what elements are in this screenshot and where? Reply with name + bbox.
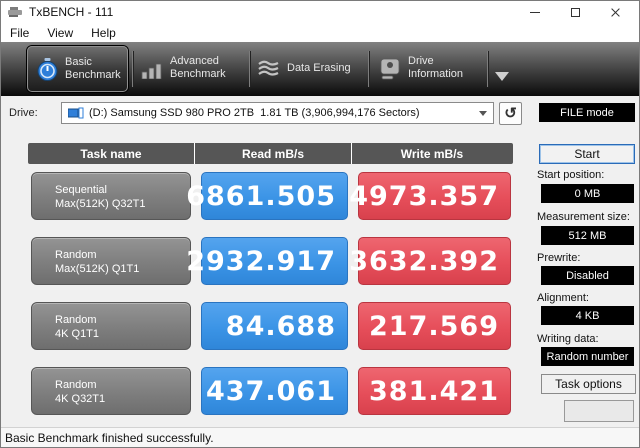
menu-view[interactable]: View [47, 25, 74, 40]
status-message: Basic Benchmark finished successfully. [5, 430, 214, 445]
task-button-sequential-q32t1[interactable]: Sequential Max(512K) Q32T1 [31, 172, 191, 220]
drive-selected-value: (D:) Samsung SSD 980 PRO 2TB 1.81 TB (3,… [89, 107, 420, 119]
table-header: Task name Read mB/s Write mB/s [28, 143, 513, 164]
prewrite-label: Prewrite: [537, 252, 581, 264]
close-icon [610, 7, 621, 18]
drive-icon [380, 58, 400, 80]
task-label-line2: Max(512K) Q1T1 [55, 263, 140, 275]
tab-basic-benchmark[interactable]: Basic Benchmark [27, 46, 128, 92]
file-mode-badge: FILE mode [539, 103, 635, 122]
tab-separator [132, 51, 133, 87]
task-label-line1: Random [55, 379, 97, 391]
tab-label-line2: Benchmark [65, 69, 121, 81]
alignment-label: Alignment: [537, 292, 589, 304]
header-write: Write mB/s [351, 143, 512, 164]
tab-label-line2: Information [408, 68, 464, 80]
tab-data-erasing[interactable]: Data Erasing [257, 46, 362, 92]
task-button-random-4k-q1t1[interactable]: Random 4K Q1T1 [31, 302, 191, 350]
tab-separator [368, 51, 369, 87]
maximize-button[interactable] [555, 1, 595, 23]
tab-label-line1: Basic [65, 56, 92, 68]
eraser-waves-icon [258, 60, 279, 76]
write-result: 4973.357 [349, 172, 511, 220]
status-bar: Basic Benchmark finished successfully. [1, 427, 639, 447]
start-button[interactable]: Start [539, 144, 635, 164]
window-title: TxBENCH - 111 [29, 5, 114, 19]
app-icon [8, 7, 22, 17]
measurement-size-label: Measurement size: [537, 211, 630, 223]
disk-drive-icon [68, 107, 84, 119]
minimize-button[interactable] [515, 1, 555, 23]
toolbar-tabbar: Basic Benchmark Advanced Benchmark [1, 42, 639, 96]
tab-label-line1: Data Erasing [287, 62, 351, 74]
read-result: 2932.917 [186, 237, 348, 285]
task-label-line1: Random [55, 249, 97, 261]
maximize-icon [570, 7, 580, 17]
more-tabs-caret-icon[interactable] [495, 72, 509, 81]
tab-label-line2: Benchmark [170, 68, 226, 80]
menu-help[interactable]: Help [91, 25, 116, 40]
task-label-line1: Random [55, 314, 97, 326]
alignment-value[interactable]: 4 KB [541, 306, 634, 325]
header-read: Read mB/s [194, 143, 351, 164]
write-result: 3632.392 [349, 237, 511, 285]
menu-bar: File View Help [1, 23, 639, 42]
prewrite-value[interactable]: Disabled [541, 266, 634, 285]
stopwatch-icon [37, 58, 58, 81]
task-options-button[interactable]: Task options [541, 374, 636, 394]
task-button-random-4k-q32t1[interactable]: Random 4K Q32T1 [31, 367, 191, 415]
minimize-icon [530, 11, 540, 13]
refresh-icon [504, 104, 517, 123]
tab-separator [487, 51, 488, 87]
title-bar: TxBENCH - 111 [1, 1, 639, 23]
start-position-value[interactable]: 0 MB [541, 184, 634, 203]
task-button-random-512k-q1t1[interactable]: Random Max(512K) Q1T1 [31, 237, 191, 285]
task-label-line2: Max(512K) Q32T1 [55, 198, 146, 210]
drive-label: Drive: [9, 107, 38, 119]
read-result: 437.061 [201, 367, 348, 415]
writing-data-value[interactable]: Random number [541, 347, 634, 366]
start-position-label: Start position: [537, 169, 605, 181]
tab-advanced-benchmark[interactable]: Advanced Benchmark [137, 46, 247, 92]
drive-select[interactable]: (D:) Samsung SSD 980 PRO 2TB 1.81 TB (3,… [61, 102, 494, 124]
tab-label-line1: Advanced [170, 55, 219, 67]
header-task-name: Task name [80, 146, 142, 161]
read-result: 84.688 [201, 302, 348, 350]
tab-label-line1: Drive [408, 55, 434, 67]
refresh-drives-button[interactable] [499, 102, 522, 125]
blank-button[interactable] [564, 400, 634, 422]
tab-separator [249, 51, 250, 87]
write-result: 381.421 [358, 367, 511, 415]
chevron-down-icon [479, 111, 487, 116]
task-label-line2: 4K Q32T1 [55, 393, 106, 405]
write-result: 217.569 [358, 302, 511, 350]
task-label-line2: 4K Q1T1 [55, 328, 100, 340]
measurement-size-value[interactable]: 512 MB [541, 226, 634, 245]
tab-drive-information[interactable]: Drive Information [379, 46, 487, 92]
bar-chart-icon [141, 63, 162, 79]
task-label-line1: Sequential [55, 184, 107, 196]
close-button[interactable] [595, 1, 635, 23]
read-result: 6861.505 [186, 172, 348, 220]
writing-data-label: Writing data: [537, 333, 599, 345]
menu-file[interactable]: File [10, 25, 30, 40]
